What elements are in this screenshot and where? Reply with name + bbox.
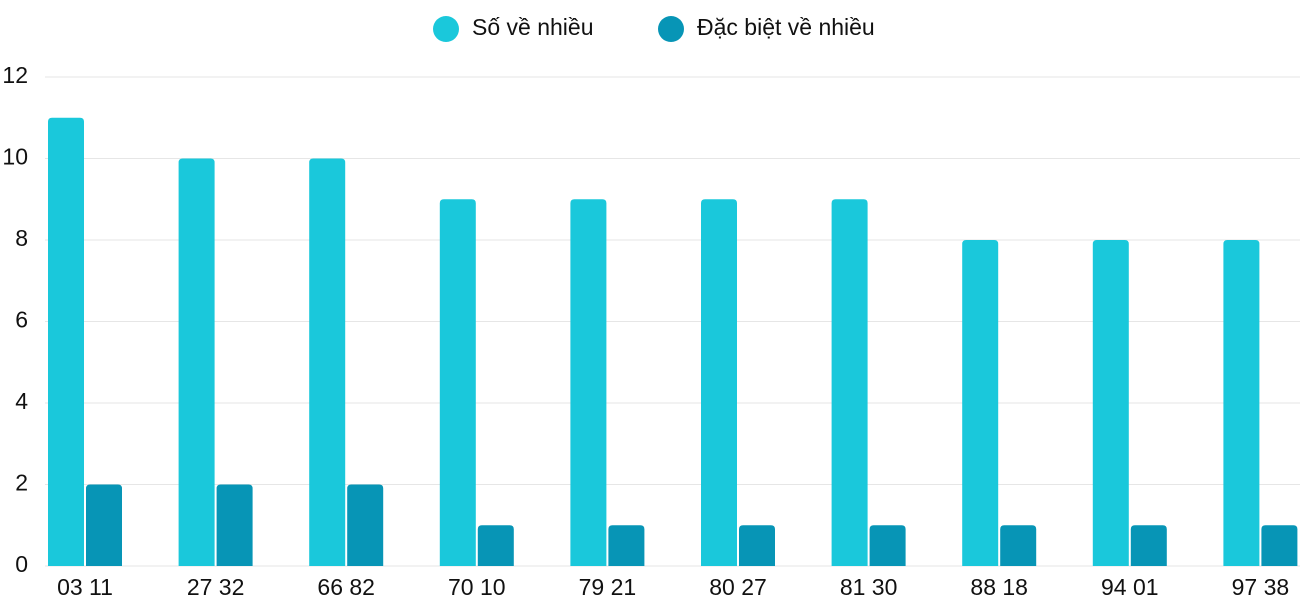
x-tick-label: 97 38 — [1232, 574, 1290, 600]
bar — [869, 525, 906, 566]
bar — [1000, 525, 1037, 566]
bar — [216, 484, 253, 566]
bar — [48, 117, 84, 566]
bar — [347, 484, 384, 566]
bar — [86, 484, 122, 566]
x-tick-label: 27 32 — [187, 574, 245, 600]
x-tick-label: 88 18 — [970, 574, 1028, 600]
x-tick-label: 79 21 — [579, 574, 637, 600]
bar — [1092, 240, 1129, 566]
legend-swatch — [658, 16, 684, 42]
y-tick-label: 2 — [15, 470, 28, 496]
y-tick-label: 10 — [2, 144, 28, 170]
bar — [1223, 240, 1260, 566]
bar — [962, 240, 999, 566]
bar — [439, 199, 476, 566]
bar — [1261, 525, 1298, 566]
legend-swatch — [433, 16, 459, 42]
bar — [1130, 525, 1167, 566]
bar — [831, 199, 868, 566]
bar — [701, 199, 737, 566]
x-tick-label: 03 11 — [57, 574, 113, 600]
legend-label: Đặc biệt về nhiều — [697, 14, 875, 40]
bar — [178, 158, 215, 566]
x-tick-label: 66 82 — [317, 574, 375, 600]
x-tick-label: 80 27 — [709, 574, 767, 600]
bar — [608, 525, 645, 566]
x-tick-label: 70 10 — [448, 574, 506, 600]
bar — [570, 199, 607, 566]
y-tick-label: 12 — [2, 62, 28, 88]
legend-label: Số về nhiều — [472, 14, 593, 40]
bar — [739, 525, 775, 566]
x-tick-label: 81 30 — [840, 574, 898, 600]
y-tick-label: 6 — [15, 307, 28, 333]
bar — [309, 158, 346, 566]
y-tick-label: 8 — [15, 225, 28, 251]
bar — [477, 525, 514, 566]
x-tick-label: 94 01 — [1101, 574, 1159, 600]
y-tick-label: 0 — [15, 551, 28, 577]
y-tick-label: 4 — [15, 388, 28, 414]
